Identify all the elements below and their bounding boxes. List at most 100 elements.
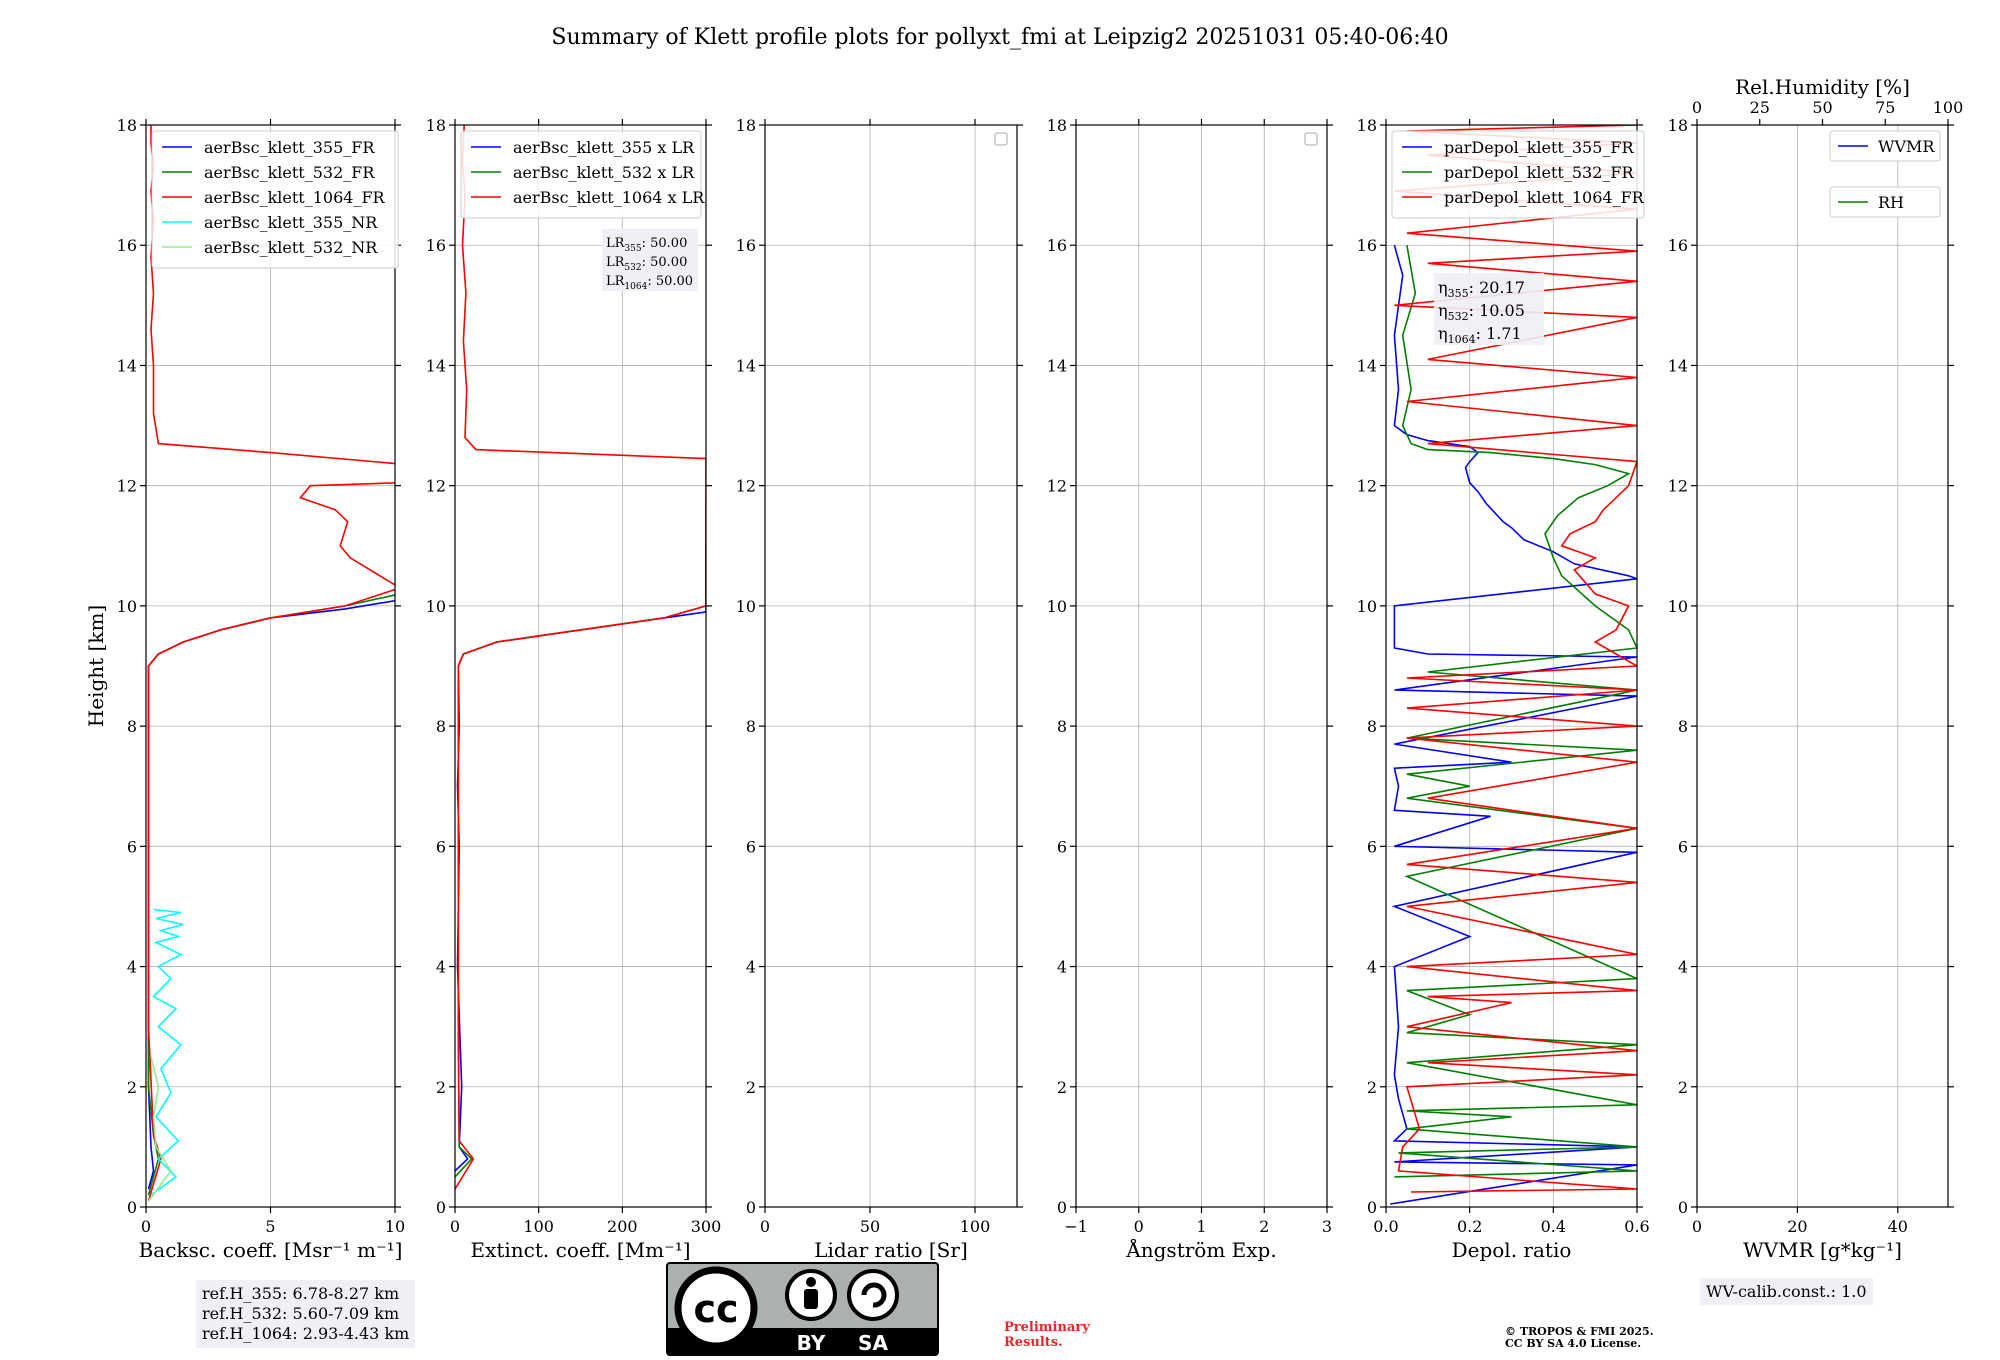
y-tick-label: 18 (1357, 116, 1377, 135)
y-tick-label: 6 (127, 837, 137, 856)
legend-label: aerBsc_klett_532 x LR (513, 163, 695, 182)
y-axis-label: Height [km] (84, 605, 108, 727)
y-tick-label: 0 (1678, 1198, 1688, 1217)
legend-label: aerBsc_klett_355_FR (204, 138, 375, 157)
y-tick-label: 12 (426, 477, 446, 496)
x-axis-label: Backsc. coeff. [Msr⁻¹ m⁻¹] (139, 1238, 403, 1262)
y-tick-label: 12 (1047, 477, 1067, 496)
empty-legend-box (1304, 132, 1318, 146)
legend-label: aerBsc_klett_355 x LR (513, 138, 695, 157)
axes-frame (1696, 124, 1949, 1208)
top-x-axis-label: Rel.Humidity [%] (1735, 75, 1910, 99)
series-line-aerBsc_klett_1064 x LR (455, 125, 706, 1190)
y-tick-label: 16 (736, 236, 756, 255)
panel-bsc: 0 5 10 0 2 4 6 8 10 12 14 16 18 Backsc. coeff. [Msr⁻¹… (84, 116, 405, 1262)
legend: aerBsc_klett_355 x LR aerBsc_klett_532 x … (460, 130, 705, 219)
y-tick-label: 8 (436, 717, 446, 736)
y-tick-label: 2 (127, 1078, 137, 1097)
lr-annotation-value: : 50.00 (642, 236, 688, 251)
y-tick-label: 4 (127, 958, 137, 977)
x-tick-label: 100 (523, 1217, 554, 1236)
y-tick-label: 14 (1668, 356, 1688, 375)
lr-annotation-sub: 532 (624, 263, 641, 273)
eta-annotation-box (1434, 273, 1544, 345)
y-tick-label: 6 (1678, 837, 1688, 856)
top-x-tick-label: 0 (1692, 98, 1702, 117)
wv-calib-box: WV-calib.const.: 1.0 (1700, 1278, 1873, 1305)
y-tick-label: 8 (127, 717, 137, 736)
lr-annotation: LR355: 50.00 (606, 236, 687, 254)
legend-box (1391, 130, 1645, 219)
y-tick-label: 14 (426, 356, 446, 375)
eta-annotation-sub: 532 (1448, 310, 1469, 323)
panel-depol: 0.0 0.2 0.4 0.6 0 2 4 6 8 10 12 14 16 18 Depol. ratio p… (1357, 116, 1650, 1262)
copyright-note: © TROPOS & FMI 2025. CC BY SA 4.0 Licens… (1505, 1326, 1654, 1350)
y-tick-label: 6 (1367, 837, 1377, 856)
copyright-line-1: © TROPOS & FMI 2025. (1505, 1325, 1654, 1338)
x-tick-label: 0.4 (1541, 1217, 1566, 1236)
legend-label: aerBsc_klett_532_FR (204, 163, 375, 182)
x-tick-label: 1 (1196, 1217, 1206, 1236)
y-tick-label: 10 (117, 597, 137, 616)
y-tick-label: 6 (436, 837, 446, 856)
y-tick-label: 12 (736, 477, 756, 496)
by-person-head-icon (806, 1277, 816, 1287)
y-tick-label: 0 (436, 1198, 446, 1217)
y-tick-label: 14 (1357, 356, 1377, 375)
eta-annotation-sub: 355 (1448, 287, 1469, 300)
y-tick-label: 12 (1668, 477, 1688, 496)
series-group (1390, 125, 1637, 1205)
top-x-tick-label: 50 (1812, 98, 1832, 117)
eta-annotation-base: η (1438, 278, 1448, 297)
x-axis-label: Extinct. coeff. [Mm⁻¹] (470, 1238, 690, 1262)
legend-box (151, 130, 399, 269)
legend-label: parDepol_klett_532_FR (1444, 163, 1635, 182)
x-tick-label: 0.6 (1624, 1217, 1649, 1236)
y-tick-label: 16 (1668, 236, 1688, 255)
eta-annotation: η1064: 1.71 (1438, 324, 1522, 346)
legend-label: aerBsc_klett_532_NR (204, 238, 378, 257)
by-label: BY (797, 1331, 826, 1355)
legend-label: RH (1878, 193, 1904, 212)
top-x-tick-label: 100 (1933, 98, 1964, 117)
legend: parDepol_klett_355_FR parDepol_klett_532_… (1391, 130, 1645, 219)
series-line-aerBsc_klett_532_NR (147, 1056, 172, 1202)
y-tick-label: 10 (1668, 597, 1688, 616)
y-tick-label: 4 (1367, 958, 1377, 977)
x-tick-label: 0 (1134, 1217, 1144, 1236)
legend-label: WVMR (1878, 137, 1935, 156)
y-tick-label: 2 (746, 1078, 756, 1097)
x-tick-label: 2 (1259, 1217, 1269, 1236)
y-tick-label: 2 (436, 1078, 446, 1097)
figure-title: Summary of Klett profile plots for polly… (551, 25, 1448, 50)
legend-label: aerBsc_klett_355_NR (204, 213, 378, 232)
y-tick-label: 2 (1367, 1078, 1377, 1097)
legend-label: aerBsc_klett_1064_FR (204, 188, 386, 207)
series-line-parDepol_klett_355_FR (1390, 244, 1637, 1205)
panel-ext: 0 100 200 300 0 2 4 6 8 10 12 14 16 18 Extinct. coeff.… (426, 116, 722, 1262)
y-tick-label: 14 (117, 356, 137, 375)
lr-annotation-value: : 50.00 (642, 255, 688, 270)
y-tick-label: 2 (1057, 1078, 1067, 1097)
lr-annotation-value: : 50.00 (647, 274, 693, 289)
series-group (455, 125, 706, 1190)
y-tick-label: 12 (1357, 477, 1377, 496)
lr-annotation-base: LR (606, 255, 626, 270)
y-tick-label: 6 (746, 837, 756, 856)
cc-logo-icon (674, 1266, 758, 1350)
legend-box (460, 130, 702, 219)
top-x-tick-label: 75 (1875, 98, 1895, 117)
eta-annotation: η355: 20.17 (1438, 278, 1525, 300)
x-tick-label: 5 (265, 1217, 275, 1236)
y-tick-label: 10 (426, 597, 446, 616)
x-tick-label: 100 (960, 1217, 991, 1236)
lr-annotation-base: LR (606, 274, 626, 289)
lr-annotation-base: LR (606, 236, 626, 251)
y-tick-label: 18 (1047, 116, 1067, 135)
x-tick-label: 0 (141, 1217, 151, 1236)
empty-legend-box (994, 132, 1008, 146)
panel-lr: 0 50 100 0 2 4 6 8 10 12 14 16 18 Lidar ratio [Sr] (736, 116, 1023, 1262)
legend: aerBsc_klett_355_FR aerBsc_klett_532_FRae… (151, 130, 399, 269)
